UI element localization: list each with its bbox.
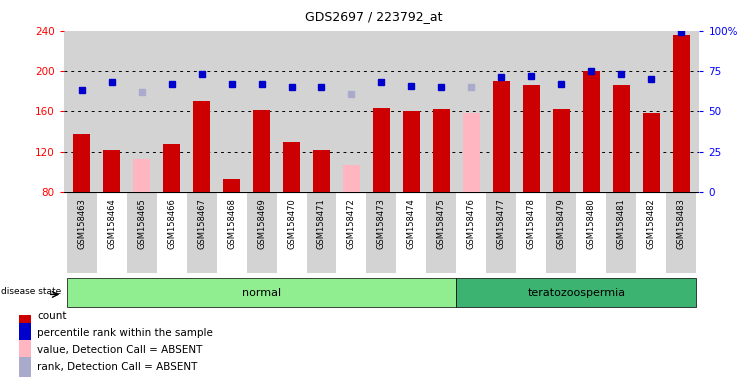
Bar bbox=[607, 192, 637, 273]
Bar bbox=[523, 85, 539, 192]
Bar bbox=[19, 340, 31, 360]
Text: GSM158478: GSM158478 bbox=[527, 199, 536, 249]
Bar bbox=[133, 159, 150, 192]
Bar bbox=[163, 144, 180, 192]
Text: GSM158475: GSM158475 bbox=[437, 199, 446, 249]
Bar bbox=[216, 192, 247, 273]
Text: GSM158483: GSM158483 bbox=[677, 199, 686, 249]
Bar bbox=[637, 192, 666, 273]
Bar bbox=[307, 192, 337, 273]
Text: percentile rank within the sample: percentile rank within the sample bbox=[37, 328, 213, 338]
Bar bbox=[247, 192, 277, 273]
Bar bbox=[577, 192, 607, 273]
Bar bbox=[126, 192, 156, 273]
Text: GSM158467: GSM158467 bbox=[197, 199, 206, 249]
Text: GDS2697 / 223792_at: GDS2697 / 223792_at bbox=[305, 10, 443, 23]
Bar bbox=[19, 357, 31, 377]
Text: GSM158468: GSM158468 bbox=[227, 199, 236, 249]
Bar bbox=[103, 150, 120, 192]
Bar bbox=[224, 179, 240, 192]
Bar bbox=[554, 109, 570, 192]
Text: GSM158482: GSM158482 bbox=[647, 199, 656, 249]
Bar bbox=[456, 192, 486, 273]
Bar bbox=[456, 278, 696, 308]
Bar bbox=[67, 192, 96, 273]
Bar bbox=[96, 192, 126, 273]
Bar bbox=[493, 81, 509, 192]
Bar bbox=[283, 142, 300, 192]
Bar bbox=[583, 71, 600, 192]
Bar bbox=[67, 278, 456, 308]
Text: GSM158470: GSM158470 bbox=[287, 199, 296, 249]
Bar bbox=[193, 101, 209, 192]
Text: value, Detection Call = ABSENT: value, Detection Call = ABSENT bbox=[37, 345, 203, 355]
Bar bbox=[373, 108, 390, 192]
Text: GSM158472: GSM158472 bbox=[347, 199, 356, 249]
Bar bbox=[426, 192, 456, 273]
Bar bbox=[433, 109, 450, 192]
Text: GSM158480: GSM158480 bbox=[587, 199, 596, 249]
Text: GSM158474: GSM158474 bbox=[407, 199, 416, 249]
Bar bbox=[673, 35, 690, 192]
Text: GSM158465: GSM158465 bbox=[137, 199, 146, 249]
Bar bbox=[486, 192, 516, 273]
Bar bbox=[613, 85, 630, 192]
Text: rank, Detection Call = ABSENT: rank, Detection Call = ABSENT bbox=[37, 362, 197, 372]
Text: teratozoospermia: teratozoospermia bbox=[527, 288, 625, 298]
Bar bbox=[277, 192, 307, 273]
Bar bbox=[337, 192, 367, 273]
Bar bbox=[313, 150, 330, 192]
Bar bbox=[19, 306, 31, 326]
Bar bbox=[343, 165, 360, 192]
Bar bbox=[19, 323, 31, 343]
Bar bbox=[186, 192, 216, 273]
Text: GSM158481: GSM158481 bbox=[617, 199, 626, 249]
Text: GSM158476: GSM158476 bbox=[467, 199, 476, 249]
Bar bbox=[547, 192, 577, 273]
Text: GSM158463: GSM158463 bbox=[77, 199, 86, 249]
Text: disease state: disease state bbox=[1, 287, 61, 296]
Bar bbox=[156, 192, 186, 273]
Text: GSM158471: GSM158471 bbox=[317, 199, 326, 249]
Bar bbox=[643, 113, 660, 192]
Bar bbox=[463, 113, 479, 192]
Text: GSM158479: GSM158479 bbox=[557, 199, 566, 249]
Bar bbox=[254, 110, 270, 192]
Text: GSM158469: GSM158469 bbox=[257, 199, 266, 249]
Bar bbox=[73, 134, 90, 192]
Text: GSM158464: GSM158464 bbox=[107, 199, 116, 249]
Bar bbox=[403, 111, 420, 192]
Text: count: count bbox=[37, 311, 67, 321]
Bar bbox=[666, 192, 696, 273]
Text: normal: normal bbox=[242, 288, 281, 298]
Bar bbox=[396, 192, 426, 273]
Text: GSM158466: GSM158466 bbox=[167, 199, 176, 249]
Bar bbox=[367, 192, 396, 273]
Text: GSM158477: GSM158477 bbox=[497, 199, 506, 249]
Bar bbox=[516, 192, 547, 273]
Text: GSM158473: GSM158473 bbox=[377, 199, 386, 249]
